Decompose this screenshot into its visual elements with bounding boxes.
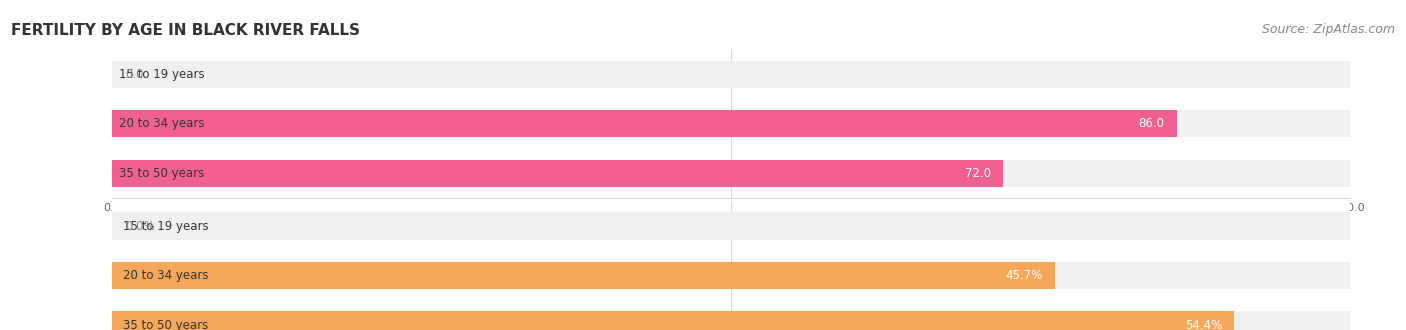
Text: 20 to 34 years: 20 to 34 years — [118, 117, 204, 130]
Bar — [112, 312, 1234, 330]
Text: 0.0%: 0.0% — [125, 219, 155, 233]
Bar — [112, 262, 1054, 289]
Text: 20 to 34 years: 20 to 34 years — [122, 269, 208, 282]
Text: 15 to 19 years: 15 to 19 years — [118, 68, 204, 81]
Text: 86.0: 86.0 — [1139, 117, 1164, 130]
Text: 35 to 50 years: 35 to 50 years — [118, 167, 204, 180]
Text: 45.7%: 45.7% — [1005, 269, 1042, 282]
Bar — [112, 61, 1350, 88]
Text: 72.0: 72.0 — [965, 167, 991, 180]
Text: 15 to 19 years: 15 to 19 years — [122, 219, 208, 233]
Bar — [112, 213, 1350, 240]
Text: FERTILITY BY AGE IN BLACK RIVER FALLS: FERTILITY BY AGE IN BLACK RIVER FALLS — [11, 23, 360, 38]
Bar — [112, 110, 1177, 137]
Bar — [112, 110, 1350, 137]
Text: 54.4%: 54.4% — [1185, 318, 1222, 330]
Bar — [112, 262, 1350, 289]
Text: Source: ZipAtlas.com: Source: ZipAtlas.com — [1261, 23, 1395, 36]
Bar — [112, 160, 1004, 187]
Text: 35 to 50 years: 35 to 50 years — [122, 318, 208, 330]
Bar — [112, 312, 1350, 330]
Text: 0.0: 0.0 — [125, 68, 143, 81]
Bar — [112, 160, 1350, 187]
